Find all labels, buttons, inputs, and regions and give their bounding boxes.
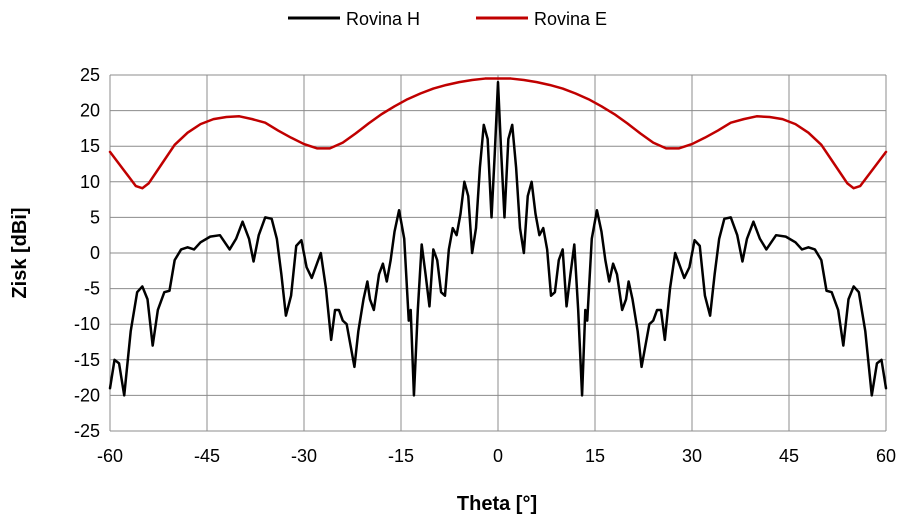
y-tick-label: -15: [74, 350, 100, 370]
x-tick-label: 30: [682, 446, 702, 466]
y-tick-label: 0: [90, 243, 100, 263]
y-tick-label: 25: [80, 65, 100, 85]
x-tick-label: 15: [585, 446, 605, 466]
x-tick-label: -30: [291, 446, 317, 466]
y-axis-title: Zisk [dBi]: [9, 207, 31, 298]
x-tick-label: -60: [97, 446, 123, 466]
y-tick-label: -25: [74, 421, 100, 441]
series-rovina-e: [108, 77, 888, 190]
series-line-rovina-e: [108, 77, 888, 190]
legend: Rovina H Rovina E: [288, 9, 607, 29]
y-axis-tick-labels: 25 20 15 10 5 0 -5 -10 -15 -20 -25: [74, 65, 100, 441]
legend-label-rovina-h: Rovina H: [346, 9, 420, 29]
y-tick-label: 20: [80, 101, 100, 121]
y-tick-label: -5: [84, 279, 100, 299]
series-line-rovina-h: [108, 80, 888, 397]
y-tick-label: -20: [74, 385, 100, 405]
y-tick-label: 5: [90, 207, 100, 227]
x-tick-label: 45: [779, 446, 799, 466]
x-tick-label: -15: [388, 446, 414, 466]
y-tick-label: 10: [80, 172, 100, 192]
y-tick-label: -10: [74, 314, 100, 334]
grid: [109, 74, 887, 432]
x-tick-label: -45: [194, 446, 220, 466]
x-axis-title: Theta [°]: [457, 493, 537, 515]
series-group: [108, 77, 888, 397]
x-tick-label: 60: [876, 446, 896, 466]
x-tick-label: 0: [493, 446, 503, 466]
x-axis-tick-labels: -60 -45 -30 -15 0 15 30 45 60: [97, 446, 896, 466]
series-rovina-h: [108, 80, 888, 397]
y-tick-label: 15: [80, 136, 100, 156]
legend-label-rovina-e: Rovina E: [534, 9, 607, 29]
